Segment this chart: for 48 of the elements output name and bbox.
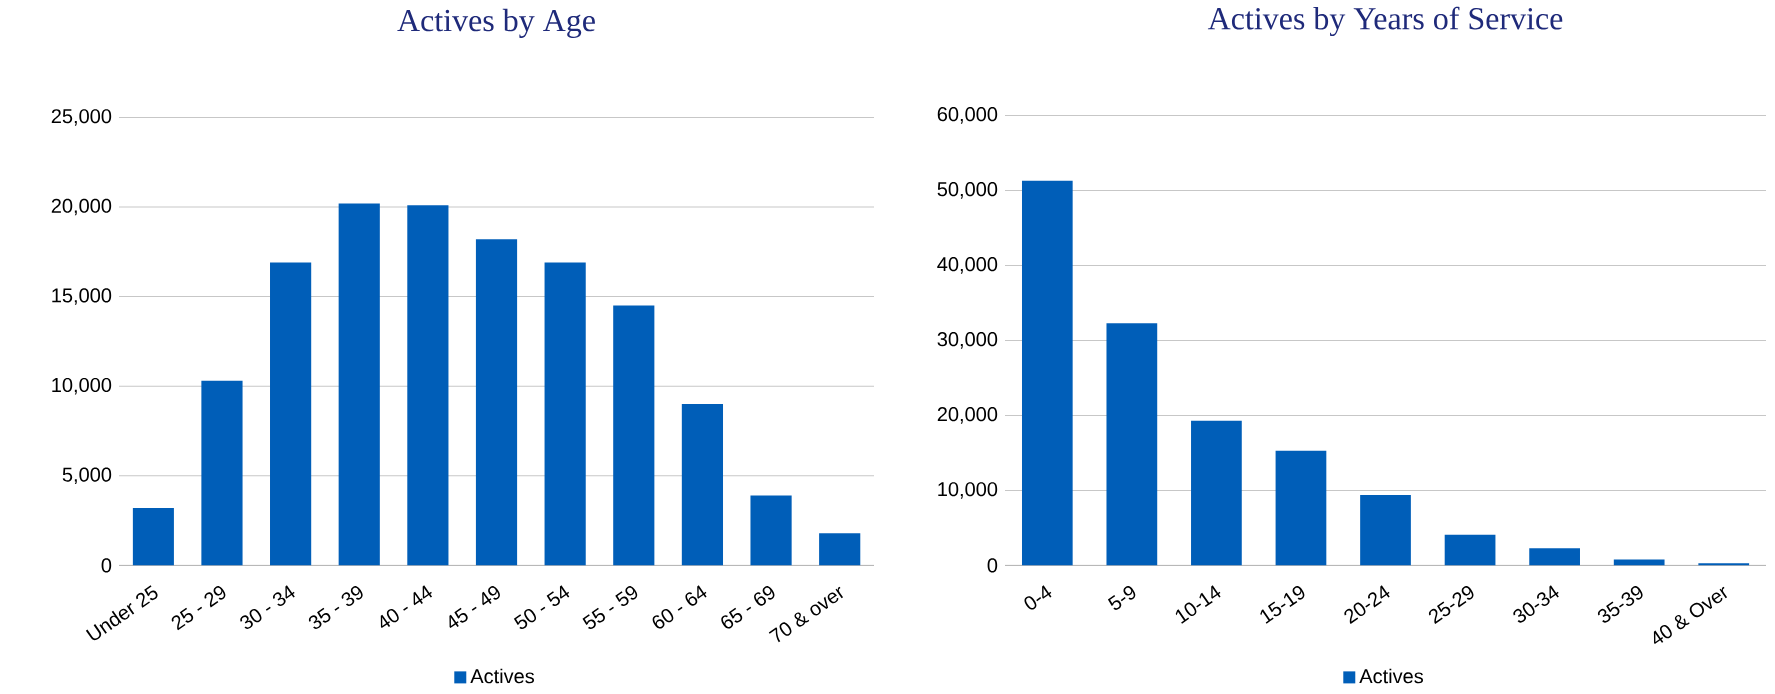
x-tick-label: 55 - 59 [582, 586, 638, 629]
bar [681, 404, 724, 566]
x-tick-label: 40 & Over [1653, 586, 1728, 644]
bar [1613, 559, 1665, 566]
y-tick-label: 50,000 [937, 182, 998, 199]
bar [338, 203, 380, 566]
bar [132, 507, 174, 566]
y-tick-label: 10,000 [938, 482, 998, 499]
bar [750, 495, 792, 566]
bar [1021, 180, 1073, 566]
x-tick-label: 40 - 44 [380, 585, 433, 629]
bar [1360, 494, 1411, 566]
x-tick-label: 60 - 64 [652, 585, 707, 629]
y-tick-label: 30,000 [937, 332, 998, 349]
y-tick-label: 5,000 [62, 467, 112, 484]
bar [270, 262, 312, 566]
bar [407, 205, 449, 566]
y-tick-label: 60,000 [937, 107, 998, 124]
y-tick-label: 15,000 [52, 288, 112, 305]
y-tick-label: 10,000 [52, 377, 112, 395]
x-tick-label: 30 - 34 [240, 585, 295, 629]
bar [819, 533, 861, 566]
y-tick-label: 0 [987, 558, 998, 573]
bar [1275, 450, 1327, 566]
y-tick-label: 40,000 [937, 257, 998, 274]
bar [475, 239, 518, 566]
x-tick-label: 5-9 [1107, 586, 1136, 610]
y-tick-label: 0 [101, 558, 112, 573]
bar [1444, 534, 1496, 566]
y-tick-label: 25,000 [51, 109, 112, 126]
bar [544, 262, 586, 566]
bar [201, 380, 243, 566]
x-tick-label: 65 - 69 [721, 586, 775, 629]
x-tick-label: 0-4 [1024, 585, 1052, 610]
chart-title: Actives by Years of Service [1207, 6, 1563, 37]
chart-title: Actives by Age [397, 8, 595, 38]
x-tick-label: 35 - 39 [308, 586, 363, 629]
x-tick-label: 45 - 49 [449, 586, 500, 629]
x-tick-label: 25 - 29 [171, 586, 226, 631]
legend-label: Actives [470, 668, 535, 684]
bar [1529, 548, 1580, 566]
bar [1106, 323, 1158, 566]
y-tick-label: 20,000 [51, 198, 112, 216]
bar [613, 305, 655, 566]
legend-label: Actives [1359, 668, 1424, 684]
bar [1191, 420, 1242, 566]
x-tick-label: 50 - 54 [513, 585, 570, 629]
y-tick-label: 20,000 [937, 407, 998, 424]
